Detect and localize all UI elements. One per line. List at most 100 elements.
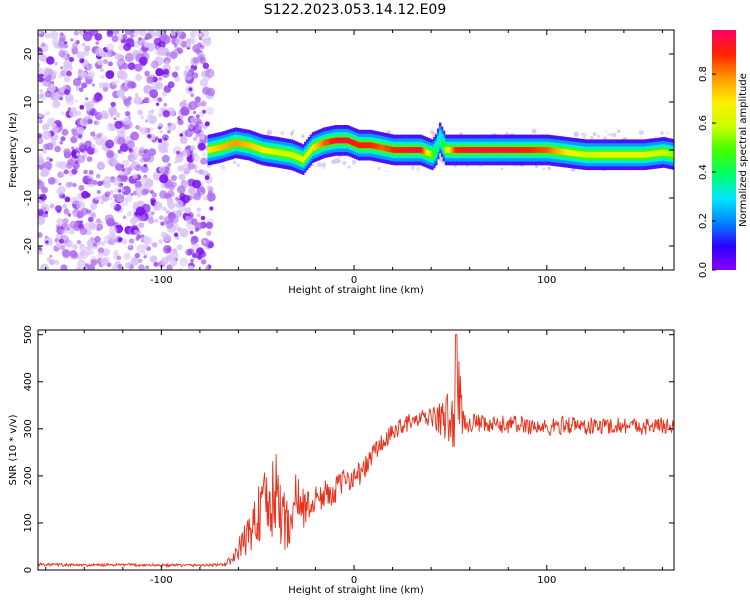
noise-blob [134,230,138,234]
noise-blob [118,45,124,51]
noise-blob [166,52,171,57]
noise-blob [121,239,127,245]
noise-blob [93,243,97,247]
noise-blob [58,183,61,186]
noise-blob [159,174,168,183]
noise-blob [61,194,65,198]
noise-blob [46,143,54,151]
noise-blob [126,38,135,47]
noise-blob [193,137,197,141]
noise-blob [352,160,357,165]
noise-blob [159,77,163,81]
y-tick-label: 100 [23,513,34,532]
noise-blob [113,28,120,35]
noise-blob [535,165,538,168]
noise-blob [73,162,80,169]
signal-core-dash [485,148,489,151]
signal-core-dash [467,148,471,151]
spectrogram-ylabel: Frequency (Hz) [8,112,19,188]
noise-blob [164,138,167,141]
signal-core-dash [374,145,378,148]
noise-blob [145,119,148,122]
noise-blob [42,67,51,76]
noise-blob [113,117,116,120]
noise-blob [141,189,148,196]
y-tick-label: 200 [23,466,34,485]
noise-blob [90,203,97,210]
noise-blob [120,151,124,155]
noise-blob [593,132,597,136]
noise-blob [93,180,98,185]
noise-blob [432,132,436,136]
noise-blob [75,147,80,152]
noise-blob [584,137,586,139]
noise-blob [175,66,180,71]
y-tick-label: 0 [23,567,34,573]
noise-blob [129,238,135,244]
noise-blob [185,129,193,137]
noise-blob [109,124,113,128]
noise-blob [77,155,85,163]
noise-blob [167,198,174,205]
noise-blob [118,189,121,192]
noise-blob [176,151,180,155]
noise-blob [95,48,104,57]
noise-blob [115,121,123,129]
noise-blob [196,247,204,255]
noise-blob [38,114,42,118]
noise-blob [105,214,114,223]
noise-blob [105,140,114,149]
noise-blob [125,111,130,116]
noise-blob [192,180,201,189]
noise-blob [59,141,63,145]
noise-blob [97,161,104,168]
noise-blob [130,193,133,196]
figure-title: S122.2023.053.14.12.E09 [264,2,447,18]
noise-blob [180,107,189,116]
noise-blob [64,89,70,95]
noise-blob [182,149,191,158]
noise-blob [160,130,163,133]
x-tick-label: 100 [537,575,556,586]
noise-blob [88,181,91,184]
noise-blob [666,131,669,134]
noise-blob [40,89,44,93]
noise-blob [45,211,48,214]
noise-blob [156,103,159,106]
snr-panel: -100 0 1000100200300400500 Height of strai… [8,325,674,596]
noise-blob [109,197,112,200]
noise-blob [54,146,61,153]
noise-blob [78,185,84,191]
noise-blob [60,66,63,69]
noise-blob [128,245,131,248]
noise-blob [203,196,208,201]
noise-blob [168,81,175,88]
noise-blob [135,74,142,81]
colorbar-tick-label: 0.4 [698,164,709,180]
noise-blob [63,218,69,224]
noise-blob [137,110,143,116]
noise-blob [108,107,117,116]
noise-blob [190,117,197,124]
noise-blob [154,201,160,207]
noise-blob [79,105,84,110]
noise-blob [126,195,133,202]
noise-blob [173,210,176,213]
noise-blob [123,117,131,125]
noise-blob [135,253,140,258]
noise-blob [122,35,126,39]
noise-blob [205,69,214,78]
noise-blob [193,111,196,114]
noise-blob [80,244,84,248]
x-tick-label: 100 [537,275,556,286]
noise-blob [87,244,93,250]
noise-blob [70,221,78,229]
noise-blob [548,167,551,170]
noise-blob [100,200,104,204]
noise-blob [72,42,78,48]
noise-blob [53,129,57,133]
noise-blob [574,132,579,137]
signal-core-dash [454,148,458,151]
noise-blob [105,191,111,197]
y-tick-label: 20 [23,48,34,61]
